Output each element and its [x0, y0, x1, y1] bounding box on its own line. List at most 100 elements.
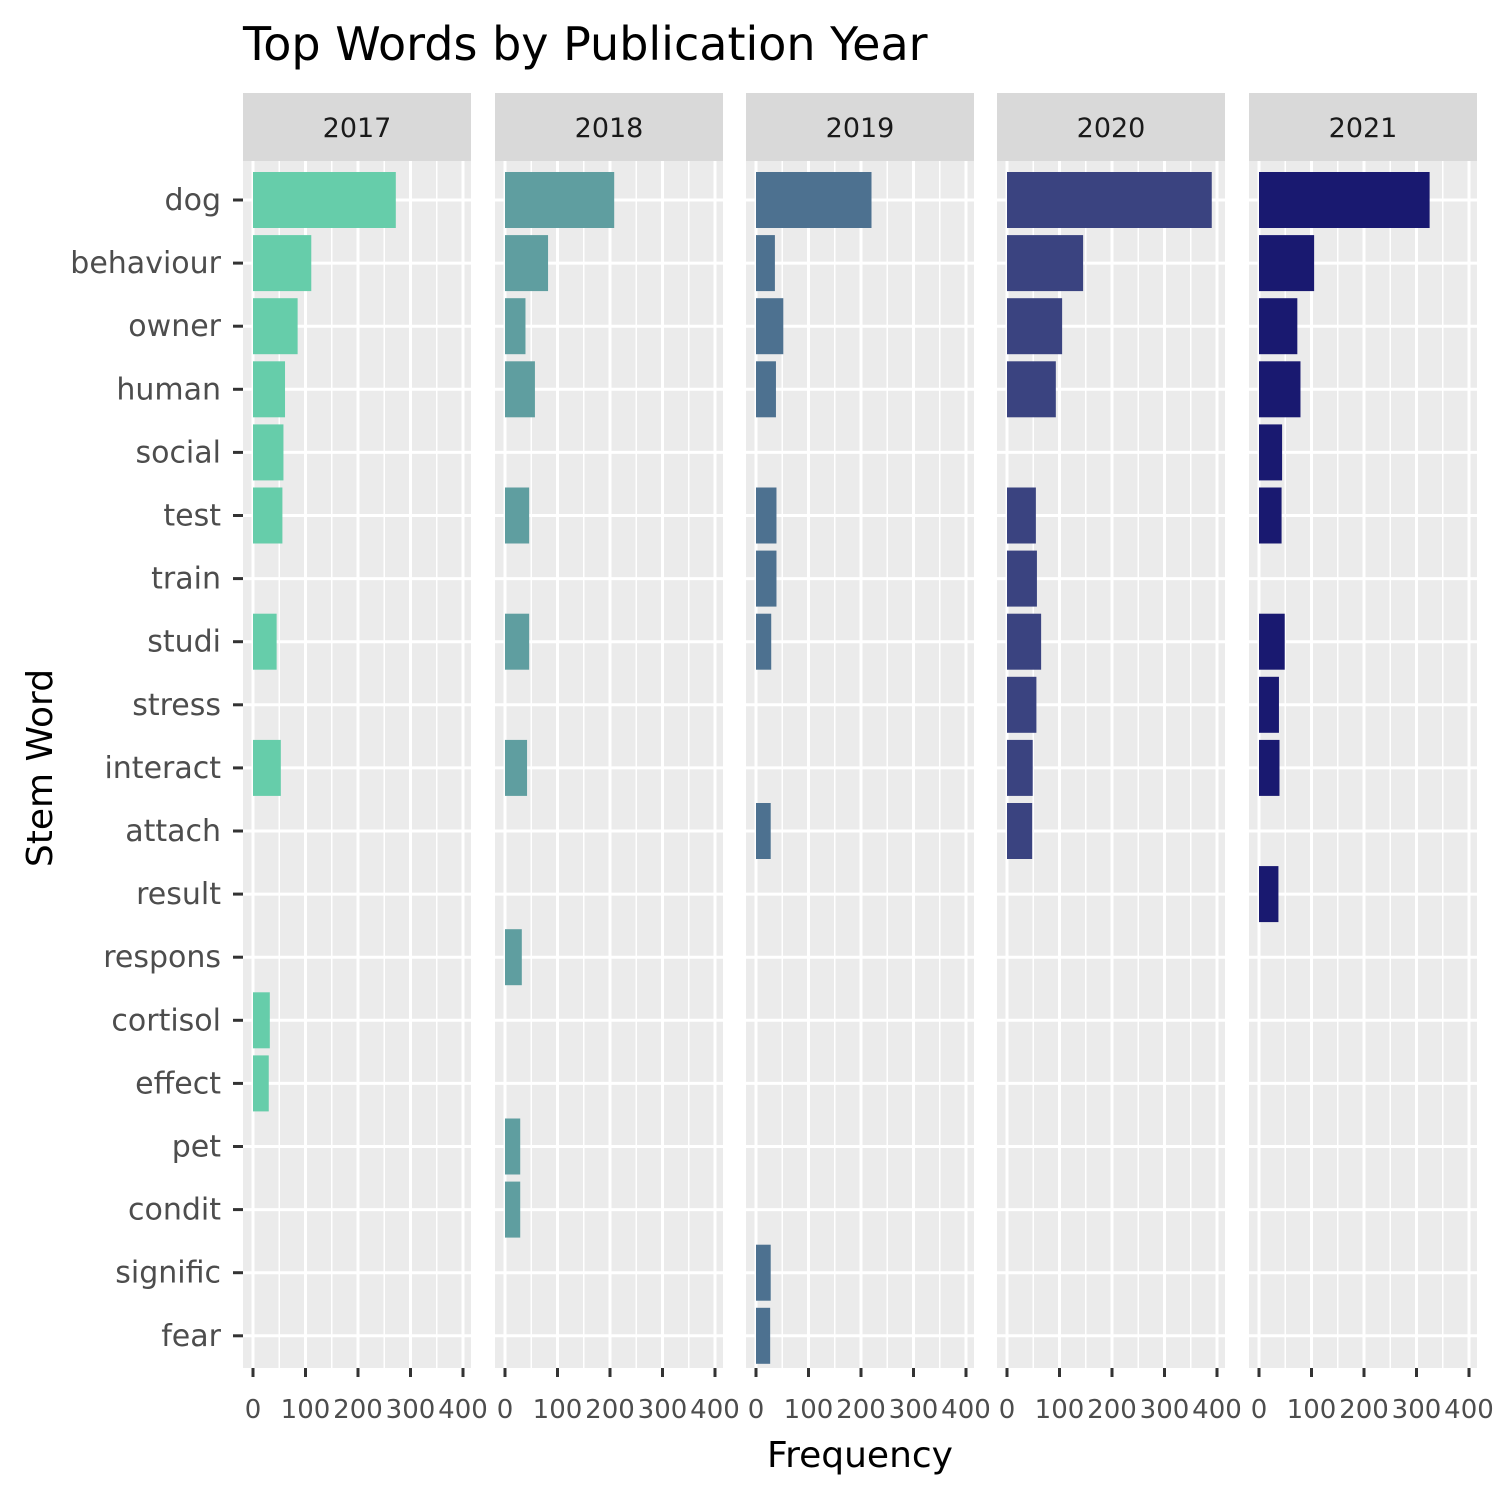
bar-2020-stress	[1007, 676, 1037, 733]
y-tick-label-owner: owner	[128, 309, 221, 344]
y-tick-label-interact: interact	[104, 751, 221, 786]
x-tick-label: 100	[281, 1395, 331, 1425]
panel-2020: 2020 0 100 200 300 400	[997, 93, 1242, 1425]
x-tick-label: 0	[999, 1395, 1016, 1425]
x-tick-label: 0	[245, 1395, 262, 1425]
bar-2021-social	[1259, 424, 1283, 481]
panel-2021: 2021 0 100 200 300 400	[1249, 93, 1494, 1425]
bar-2017-behaviour	[253, 235, 312, 292]
y-tick-label-stress: stress	[132, 688, 221, 723]
y-tick-label-condit: condit	[128, 1193, 221, 1228]
x-tick-label: 300	[386, 1395, 436, 1425]
facet-strip	[495, 93, 723, 161]
x-tick-label: 400	[1444, 1395, 1494, 1425]
bar-2019-human	[756, 361, 776, 418]
panel-2017: 2017 0 100 200 300 400	[243, 93, 488, 1425]
bar-2019-attach	[756, 803, 771, 859]
panel-2018: 2018 0 100 200 300 400	[495, 93, 740, 1425]
y-tick-label-social: social	[135, 435, 221, 470]
x-tick-label: 200	[585, 1395, 635, 1425]
facet-strip	[243, 93, 471, 161]
x-tick-label: 400	[941, 1395, 991, 1425]
bar-2020-attach	[1007, 803, 1033, 859]
bar-2017-test	[253, 487, 283, 544]
bar-2020-human	[1007, 361, 1056, 418]
bar-2020-test	[1007, 487, 1036, 544]
x-tick-label: 300	[638, 1395, 688, 1425]
bar-2019-owner	[756, 298, 784, 355]
x-tick-label: 200	[1339, 1395, 1389, 1425]
y-tick-label-pet: pet	[172, 1130, 222, 1165]
facet-strip-label: 2021	[1329, 113, 1398, 144]
bar-2021-test	[1259, 487, 1282, 544]
bar-2018-pet	[505, 1118, 521, 1175]
x-tick-label: 0	[1251, 1395, 1268, 1425]
bar-2018-respons	[505, 929, 522, 986]
x-tick-label: 400	[438, 1395, 488, 1425]
bar-2017-interact	[253, 739, 281, 796]
bar-2019-studi	[756, 613, 772, 670]
facet-strip	[746, 93, 974, 161]
y-tick-label-signific: signific	[115, 1256, 221, 1291]
y-tick-label-fear: fear	[161, 1319, 221, 1354]
y-tick-label-result: result	[136, 877, 221, 912]
bar-2018-dog	[505, 172, 615, 228]
y-axis: dog behaviour owner human social test train stu…	[70, 183, 243, 1354]
bar-2018-interact	[505, 739, 528, 796]
bar-2018-human	[505, 361, 535, 418]
y-tick-label-attach: attach	[125, 814, 221, 849]
bar-2019-behaviour	[756, 235, 775, 292]
bar-2017-owner	[253, 298, 298, 355]
bar-2020-interact	[1007, 739, 1033, 796]
panel-2019: 2019 0 100 200 300 400	[746, 93, 991, 1425]
facet-strip	[1249, 93, 1477, 161]
bar-2021-behaviour	[1259, 235, 1315, 292]
x-axis-title: Frequency	[767, 1435, 953, 1476]
bar-2017-cortisol	[253, 992, 270, 1049]
x-tick-label: 100	[533, 1395, 583, 1425]
bar-2021-dog	[1259, 172, 1430, 228]
facet-strip-label: 2018	[575, 113, 644, 144]
facet-strip	[997, 93, 1225, 161]
bar-2020-owner	[1007, 298, 1063, 355]
facet-strip-label: 2020	[1077, 113, 1146, 144]
bar-2021-interact	[1259, 739, 1280, 796]
bar-2018-behaviour	[505, 235, 549, 292]
chart-title: Top Words by Publication Year	[242, 17, 928, 71]
x-tick-label: 200	[333, 1395, 383, 1425]
x-tick-label: 200	[836, 1395, 886, 1425]
bar-2017-dog	[253, 172, 396, 228]
bar-2017-studi	[253, 613, 277, 670]
bar-2019-test	[756, 487, 777, 544]
y-tick-label-train: train	[151, 562, 221, 597]
facet-strip-label: 2019	[826, 113, 895, 144]
bar-2019-signific	[756, 1244, 771, 1301]
x-tick-label: 400	[1192, 1395, 1242, 1425]
bar-2018-owner	[505, 298, 526, 355]
x-tick-label: 300	[889, 1395, 939, 1425]
x-tick-label: 100	[1035, 1395, 1085, 1425]
facet-strip-label: 2017	[323, 113, 392, 144]
bar-2019-fear	[756, 1307, 771, 1364]
bar-2019-train	[756, 550, 777, 607]
y-tick-label-respons: respons	[103, 940, 221, 975]
bar-2017-social	[253, 424, 284, 481]
y-tick-label-effect: effect	[135, 1066, 221, 1101]
y-tick-label-human: human	[116, 372, 221, 407]
y-tick-label-dog: dog	[165, 183, 221, 218]
x-tick-label: 300	[1140, 1395, 1190, 1425]
x-tick-label: 100	[1287, 1395, 1337, 1425]
bar-2021-studi	[1259, 613, 1285, 670]
x-tick-label: 0	[748, 1395, 765, 1425]
y-tick-label-cortisol: cortisol	[111, 1003, 221, 1038]
x-tick-label: 0	[497, 1395, 514, 1425]
y-tick-label-studi: studi	[147, 625, 221, 660]
bar-2017-human	[253, 361, 286, 418]
bar-2018-condit	[505, 1181, 521, 1238]
bar-2017-effect	[253, 1055, 269, 1112]
bar-2020-train	[1007, 550, 1037, 607]
y-tick-label-behaviour: behaviour	[70, 246, 221, 281]
bar-2019-dog	[756, 172, 872, 228]
bar-2018-test	[505, 487, 530, 544]
